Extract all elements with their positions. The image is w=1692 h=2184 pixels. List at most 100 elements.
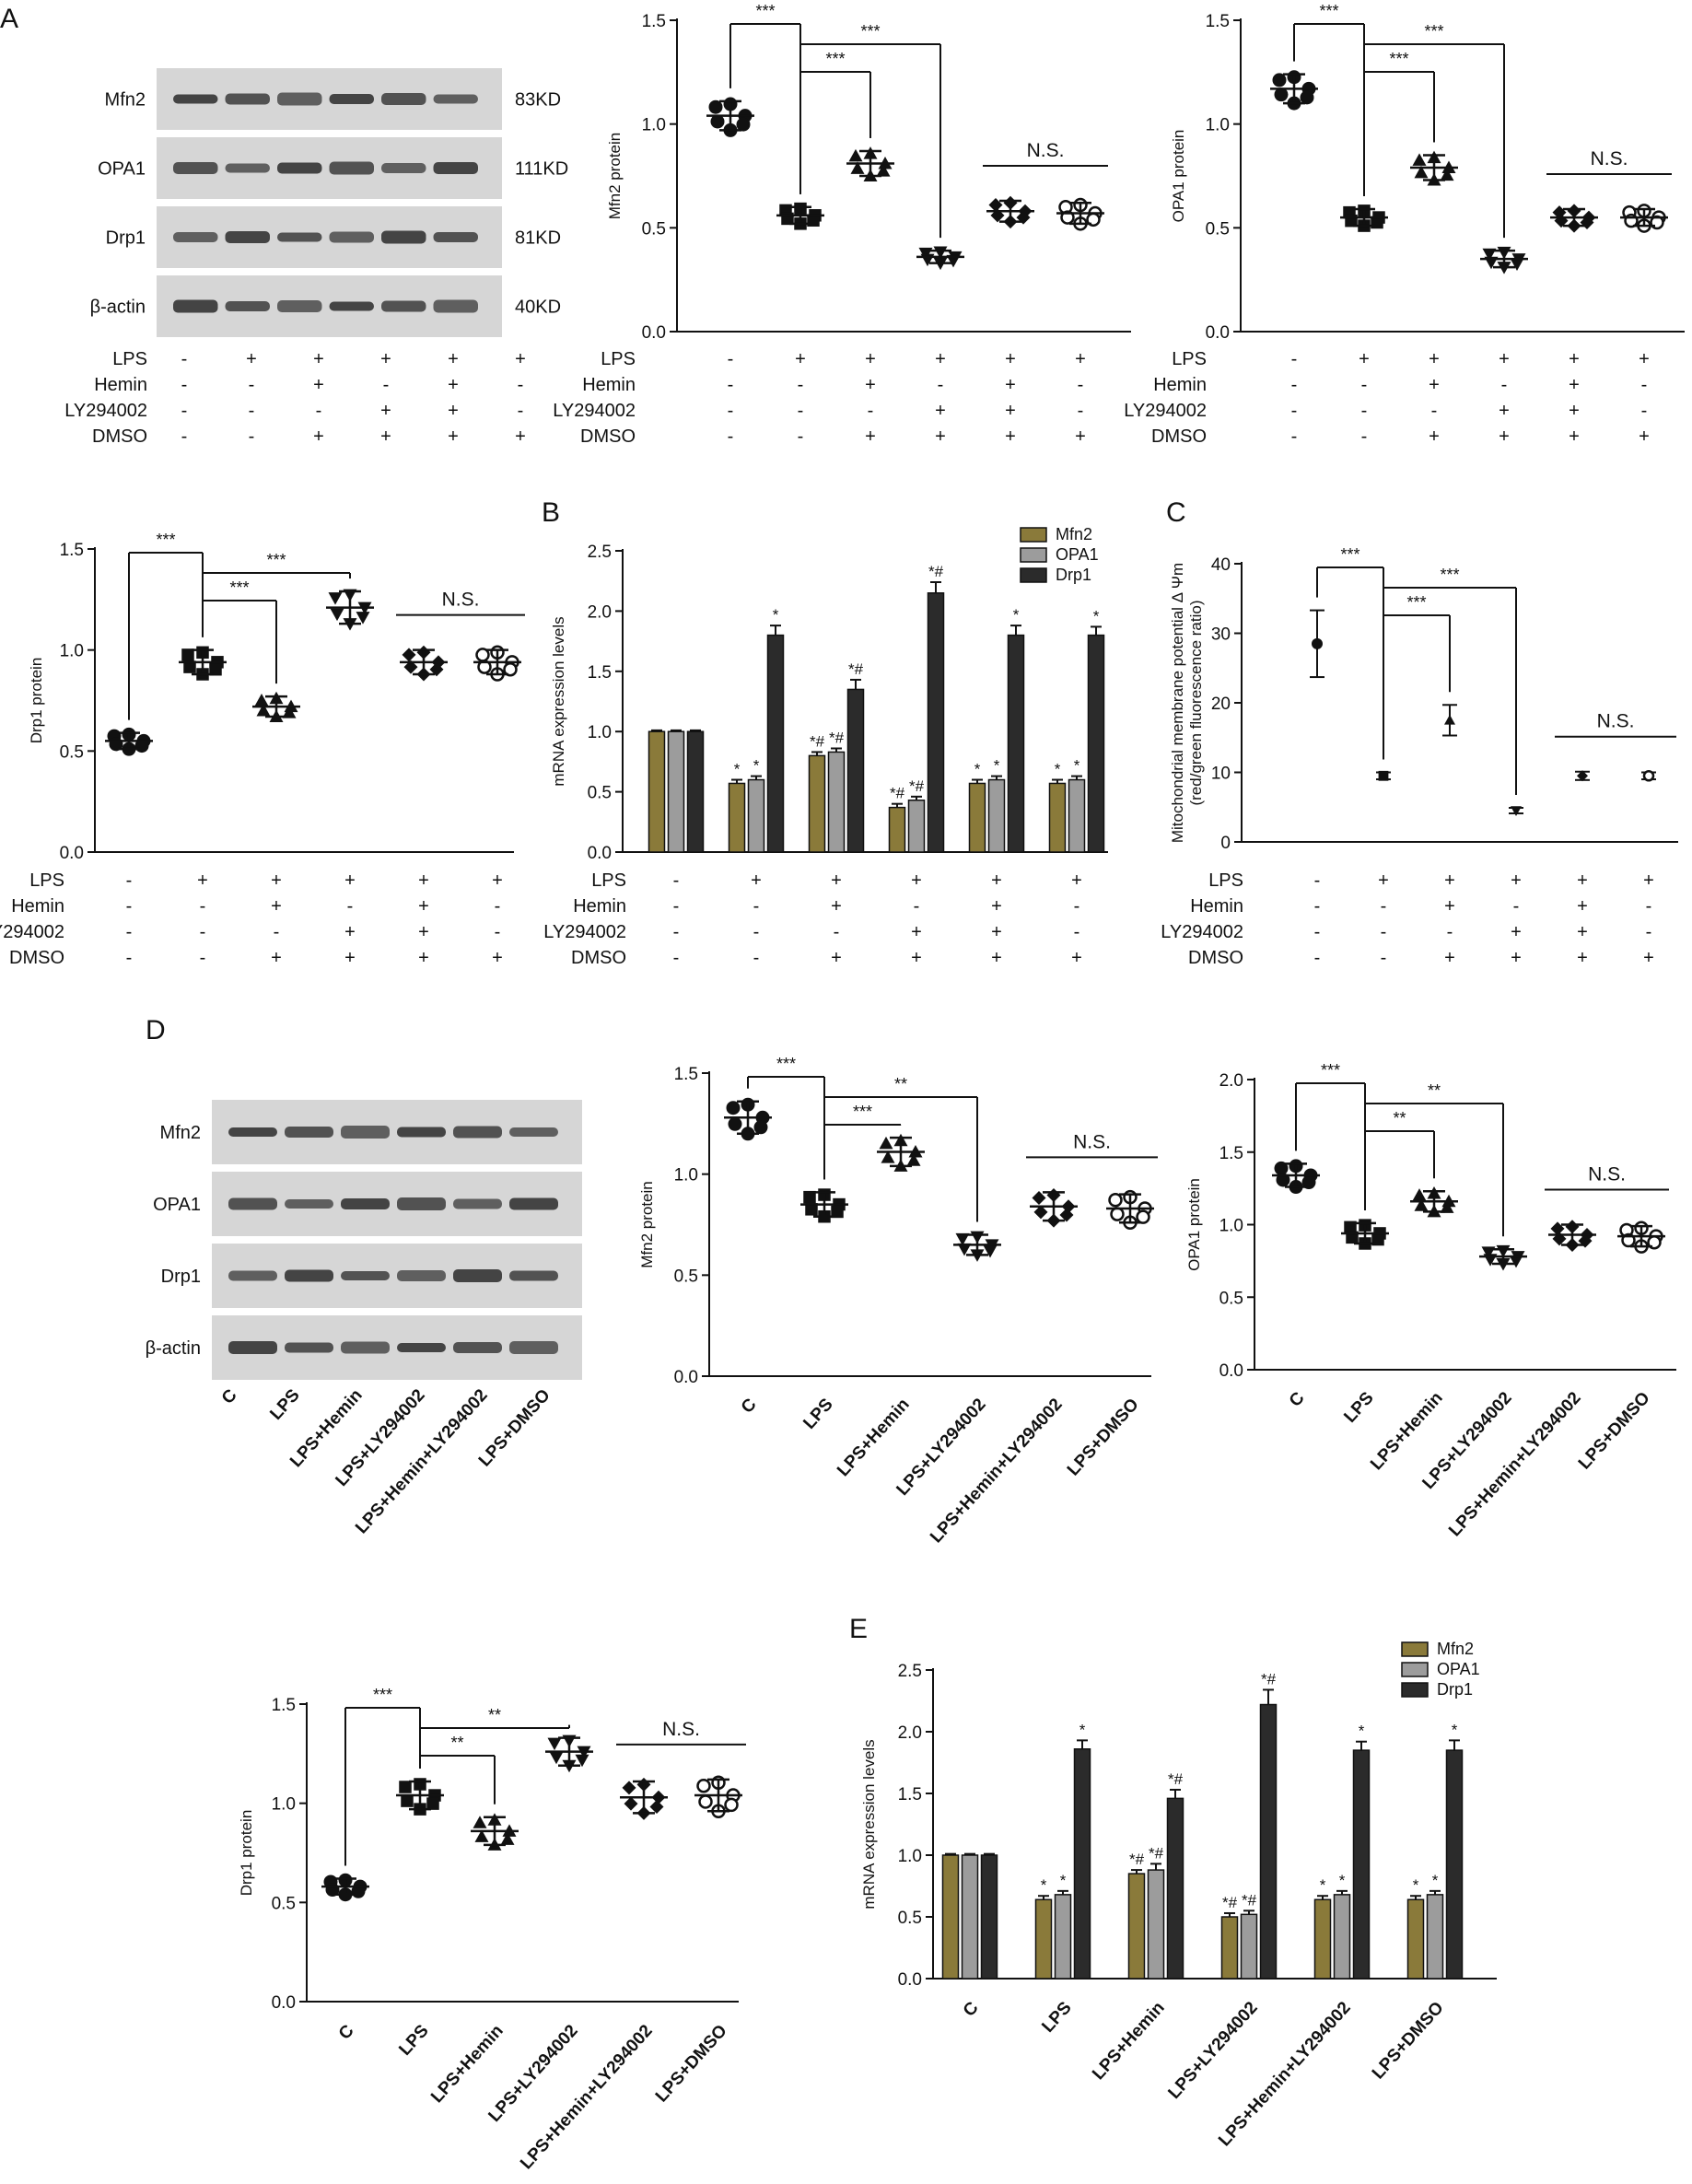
errplot-C-ns-label: N.S.	[1597, 711, 1635, 732]
bar-E-bar-drp1	[1166, 1797, 1184, 1980]
blotA-band-size: 81KD	[515, 228, 561, 249]
bar-E-y-tick-label: 2.5	[898, 1662, 922, 1681]
bar-B-row-mark: -	[673, 896, 680, 917]
blotA-row-mark: +	[313, 375, 324, 395]
blotD-protein-band	[285, 1269, 333, 1282]
blotA-row-mark: -	[518, 375, 524, 395]
scatter-A1-y-axis-label: Mfn2 protein	[606, 133, 624, 220]
bar-B-significance-mark: *#	[848, 660, 864, 678]
bar-B-bar-opa1	[827, 751, 846, 853]
scatter-D3-data-point	[500, 1832, 515, 1845]
scatter-A1-sig-stars: ***	[860, 22, 880, 41]
scatter-A3-sig-stars: ***	[266, 551, 286, 569]
bar-B-legend-label: Mfn2	[1056, 525, 1092, 543]
scatter-A3-data-point	[256, 703, 271, 717]
blotA-protein-band	[277, 232, 322, 242]
bar-E-significance-mark: *	[1339, 1872, 1346, 1889]
bar-E-category-label: LPS+LY294002	[1164, 1998, 1261, 2103]
scatter-D2-data-point	[1276, 1173, 1290, 1187]
blotA-row-mark: +	[313, 426, 324, 447]
scatter-A1-data-point	[736, 117, 751, 132]
blotA-row-mark: +	[448, 426, 459, 447]
bar-B-row-mark: +	[911, 948, 922, 968]
bar-E-bar-drp1	[1073, 1748, 1091, 1980]
scatter-D2-data-point	[1509, 1255, 1523, 1268]
scatter-D3-category-label: LPS	[395, 2021, 432, 2060]
bar-B-bar-drp1	[1007, 634, 1025, 853]
scatter-A2-y-axis-label: OPA1 protein	[1170, 130, 1187, 223]
scatter-A3-data-point	[429, 662, 444, 677]
scatter-A1-data-point	[920, 253, 935, 267]
scatter-A3-row-mark: +	[492, 870, 503, 891]
bar-B-row-label-dmso: DMSO	[571, 948, 626, 968]
errplot-C-row-mark: +	[1444, 948, 1455, 968]
errplot-C-row-mark: -	[1381, 922, 1387, 942]
bar-B-row-mark: -	[673, 922, 680, 942]
bar-E-bar-opa1	[1147, 1869, 1165, 1980]
scatter-D2-data-point	[1274, 1161, 1289, 1175]
scatter-A3-y-tick-label: 1.5	[60, 541, 84, 560]
blotA-row-mark: -	[383, 375, 390, 395]
scatter-D2-sig-stars: ***	[1321, 1061, 1340, 1080]
blotA-row-label-lps: LPS	[112, 349, 147, 369]
scatter-A1-row-label-lps: LPS	[601, 349, 636, 369]
bar-B-y-tick-label: 0.0	[588, 844, 612, 863]
bar-B-legend-swatch	[1020, 527, 1047, 543]
errplot-C-mean-point	[1444, 714, 1455, 725]
blotA-row-mark: -	[181, 375, 188, 395]
errplot-C-mean-point	[1312, 637, 1323, 649]
scatter-A3-row-mark: -	[347, 896, 354, 917]
scatter-D1-data-point	[957, 1243, 972, 1256]
errplot-C-row-mark: -	[1513, 896, 1520, 917]
bar-E-significance-mark: *#	[1149, 1844, 1164, 1862]
scatter-A2-sig-stars: ***	[1424, 22, 1443, 41]
bar-E-bar-mfn2	[1034, 1898, 1053, 1980]
scatter-A3-row-mark: +	[418, 948, 429, 968]
scatter-A3-data-point	[356, 612, 370, 625]
scatter-D1-y-tick-label: 0.0	[674, 1368, 698, 1387]
bar-B-row-mark: -	[1074, 896, 1080, 917]
scatter-D2-data-point	[1481, 1246, 1496, 1259]
scatter-D1-data-point	[726, 1101, 741, 1115]
scatter-A3-ns-label: N.S.	[442, 590, 480, 611]
blotD-protein-band	[228, 1341, 277, 1354]
blotA-row-mark: +	[448, 375, 459, 395]
scatter-A2-row-label-hemin: Hemin	[1153, 375, 1207, 395]
scatter-A1-data-point	[876, 164, 891, 177]
blotA-row-mark: +	[448, 401, 459, 421]
blotA-band-label-opa1: OPA1	[98, 159, 146, 180]
errplot-C-row-mark: -	[1381, 896, 1387, 917]
bar-B-row-mark: -	[673, 948, 680, 968]
bar-E-bar-mfn2	[1406, 1898, 1425, 1980]
scatter-D1-data-point	[1110, 1207, 1125, 1221]
bar-E-bar-drp1	[1445, 1749, 1464, 1980]
bar-E-significance-mark: *	[1452, 1721, 1458, 1738]
scatter-D1-data-point	[805, 1203, 818, 1216]
scatter-A2-row-mark: +	[1569, 375, 1580, 395]
scatter-A3-row-mark: +	[418, 896, 429, 917]
blotA-protein-band	[329, 161, 374, 175]
scatter-A3-y-tick-label: 1.0	[60, 642, 84, 661]
blotD-protein-band	[453, 1126, 502, 1139]
scatter-A1-ns-label: N.S.	[1027, 140, 1065, 161]
blotD-protein-band	[509, 1341, 558, 1354]
scatter-A1-row-mark: +	[1005, 349, 1016, 369]
blotA-protein-band	[173, 299, 218, 313]
bar-B-y-tick-label: 1.5	[588, 663, 612, 683]
errplot-C-sig-stars: ***	[1406, 593, 1426, 612]
scatter-D3-data-point	[622, 1781, 636, 1795]
bar-E-bar-drp1	[1352, 1749, 1371, 1980]
scatter-A1-row-mark: +	[865, 375, 876, 395]
scatter-A3-data-point	[328, 592, 343, 605]
bar-B-bar-mfn2	[888, 806, 906, 853]
scatter-A3-row-mark: +	[344, 948, 356, 968]
errplot-C-y-tick-label: 20	[1211, 695, 1231, 714]
scatter-A3-data-point	[503, 661, 518, 677]
scatter-A2-row-label-ly294002: LY294002	[1124, 401, 1207, 421]
errplot-C-row-mark: +	[1643, 948, 1654, 968]
bar-B-row-mark: +	[831, 896, 842, 917]
errplot-C-row-label-dmso: DMSO	[1188, 948, 1243, 968]
blotA-protein-band	[381, 163, 426, 173]
scatter-D1-category-label: LPS+Hemin+LY294002	[927, 1395, 1067, 1547]
errplot-C-y-tick-label: 40	[1211, 555, 1231, 575]
